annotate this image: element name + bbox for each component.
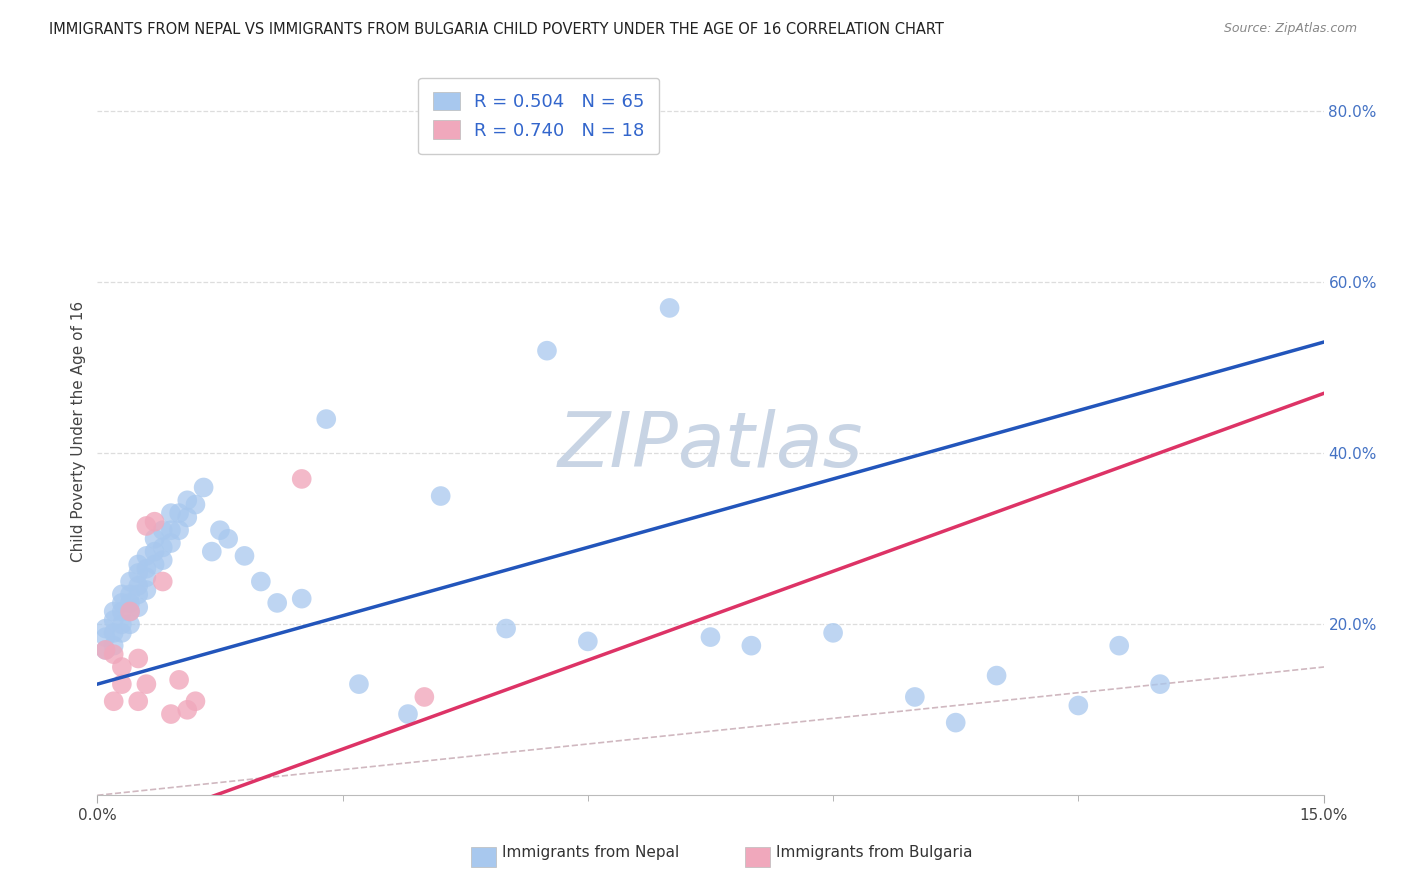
Point [184,694,207,708]
Point [904,690,927,704]
Point [160,523,183,537]
Y-axis label: Child Poverty Under the Age of 16: Child Poverty Under the Age of 16 [72,301,86,563]
Text: Immigrants from Bulgaria: Immigrants from Bulgaria [776,845,973,860]
Point [94,643,117,657]
Legend: R = 0.504   N = 65, R = 0.740   N = 18: R = 0.504 N = 65, R = 0.740 N = 18 [419,78,659,154]
Point [167,523,190,537]
Point [167,506,190,520]
Point [127,579,149,593]
Text: ZIPatlas: ZIPatlas [558,409,863,483]
Point [315,412,337,426]
Point [135,519,157,533]
Point [823,625,845,640]
Point [135,549,157,563]
Point [135,562,157,576]
Point [127,651,149,665]
Point [291,472,314,486]
Point [699,630,721,644]
Point [152,553,174,567]
Point [536,343,558,358]
Point [127,558,149,572]
Point [111,587,134,601]
Point [103,625,125,640]
Point [152,523,174,537]
Point [103,604,125,618]
Point [429,489,451,503]
Point [576,634,599,648]
Point [160,506,183,520]
Point [127,566,149,580]
Point [233,549,256,563]
Point [94,630,117,644]
Point [103,694,125,708]
Point [176,703,198,717]
Point [118,596,141,610]
Point [160,536,183,550]
Point [250,574,273,589]
Point [1067,698,1090,713]
Point [127,600,149,615]
Point [103,639,125,653]
Point [152,574,174,589]
Point [740,639,762,653]
Point [1108,639,1130,653]
Point [118,574,141,589]
Point [396,707,419,722]
Point [135,583,157,598]
Point [103,613,125,627]
Point [176,493,198,508]
Point [118,604,141,618]
Point [135,570,157,584]
Text: Immigrants from Nepal: Immigrants from Nepal [502,845,679,860]
Point [111,660,134,674]
Point [495,622,517,636]
Point [111,625,134,640]
Point [143,544,166,558]
Point [118,604,141,618]
Point [347,677,370,691]
Text: Source: ZipAtlas.com: Source: ZipAtlas.com [1223,22,1357,36]
Point [152,541,174,555]
Point [201,544,224,558]
Point [986,668,1008,682]
Point [184,498,207,512]
Point [94,643,117,657]
Point [127,694,149,708]
Point [167,673,190,687]
Point [103,647,125,661]
Point [143,558,166,572]
Point [111,677,134,691]
Point [94,622,117,636]
Point [143,515,166,529]
Point [118,617,141,632]
Point [111,596,134,610]
Point [143,532,166,546]
Point [413,690,436,704]
Point [135,677,157,691]
Point [945,715,967,730]
Point [658,301,681,315]
Point [217,532,239,546]
Text: IMMIGRANTS FROM NEPAL VS IMMIGRANTS FROM BULGARIA CHILD POVERTY UNDER THE AGE OF: IMMIGRANTS FROM NEPAL VS IMMIGRANTS FROM… [49,22,943,37]
Point [118,587,141,601]
Point [111,604,134,618]
Point [291,591,314,606]
Point [176,510,198,524]
Point [160,707,183,722]
Point [193,481,215,495]
Point [1149,677,1171,691]
Point [266,596,288,610]
Point [127,587,149,601]
Point [208,523,231,537]
Point [111,617,134,632]
